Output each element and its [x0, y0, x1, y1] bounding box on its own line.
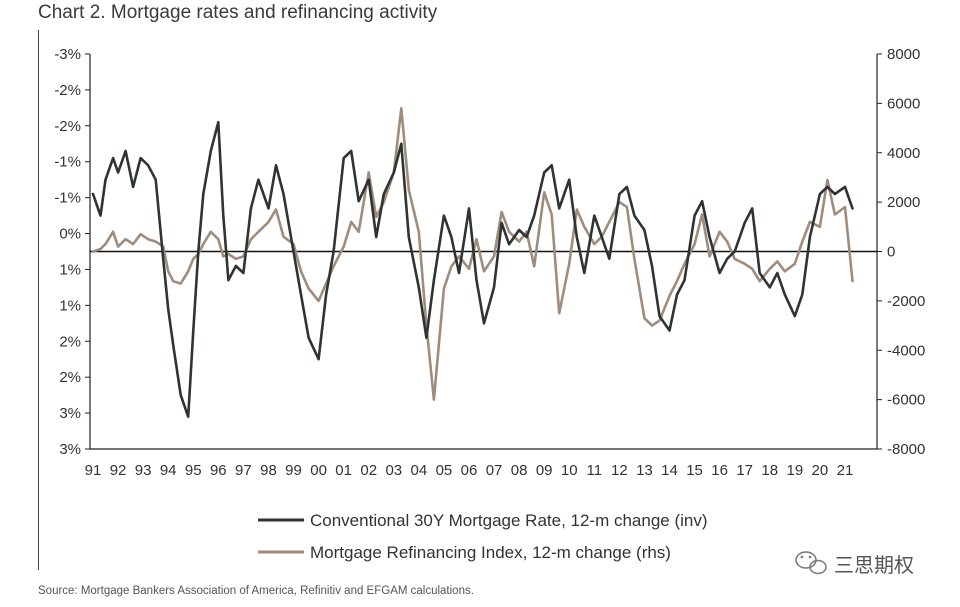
chart-canvas: -3% -2% -2% -1% -1% 0% 1% 1% 2% 2% 3% 3% 8000 6000 40…	[0, 0, 960, 607]
left-tick-label: 2%	[59, 333, 81, 350]
right-tick-label: 0	[887, 244, 895, 261]
left-tick-label: -3%	[54, 46, 81, 63]
plot-frame	[90, 54, 877, 449]
x-tick-label: 14	[661, 462, 678, 479]
left-tick-label: -2%	[54, 82, 81, 99]
right-tick-label: 8000	[887, 46, 920, 63]
x-tick-label: 15	[686, 462, 703, 479]
right-tick-label: -6000	[887, 392, 925, 409]
right-tick-label: -2000	[887, 293, 925, 310]
x-tick-label: 10	[561, 462, 578, 479]
left-tick-label: 2%	[59, 369, 81, 386]
x-tick-label: 92	[110, 462, 127, 479]
x-tick-label: 91	[85, 462, 102, 479]
x-tick-label: 08	[511, 462, 528, 479]
x-tick-label: 16	[711, 462, 728, 479]
x-tick-label: 11	[587, 462, 603, 479]
legend: Conventional 30Y Mortgage Rate, 12-m cha…	[258, 511, 708, 562]
right-tick-label: 6000	[887, 95, 920, 112]
legend-item-refinancing-index: Mortgage Refinancing Index, 12-m change …	[258, 543, 671, 562]
right-tick-label: -4000	[887, 342, 925, 359]
x-tick-label: 94	[160, 462, 177, 479]
left-tick-label: 1%	[59, 297, 81, 314]
series-layer	[93, 108, 853, 416]
x-tick-label: 02	[360, 462, 377, 479]
x-tick-label: 97	[235, 462, 252, 479]
x-tick-label: 93	[135, 462, 152, 479]
legend-item-mortgage-rate: Conventional 30Y Mortgage Rate, 12-m cha…	[258, 511, 708, 530]
x-tick-label: 01	[335, 462, 352, 479]
x-tick-label: 00	[310, 462, 327, 479]
x-tick-label: 18	[761, 462, 778, 479]
x-tick-label: 98	[260, 462, 277, 479]
x-tick-label: 04	[411, 462, 428, 479]
x-tick-label: 99	[285, 462, 302, 479]
right-tick-label: -8000	[887, 441, 925, 458]
x-tick-label: 03	[385, 462, 402, 479]
watermark-text: 三思期权	[834, 553, 914, 577]
left-tick-label: -1%	[54, 190, 81, 207]
x-tick-label: 95	[185, 462, 202, 479]
right-tick-label: 2000	[887, 194, 920, 211]
left-tick-label: 1%	[59, 261, 81, 278]
x-tick-label: 96	[210, 462, 227, 479]
watermark: 三思期权	[796, 552, 914, 577]
x-tick-label: 21	[837, 462, 854, 479]
x-tick-label: 12	[611, 462, 628, 479]
left-tick-label: 0%	[59, 226, 81, 243]
right-tick-label: 4000	[887, 145, 920, 162]
left-tick-label: 3%	[59, 405, 81, 422]
left-axis-ticks: -3% -2% -2% -1% -1% 0% 1% 1% 2% 2% 3% 3%	[54, 46, 90, 458]
left-tick-label: -2%	[54, 118, 81, 135]
x-tick-label: 19	[786, 462, 803, 479]
x-tick-label: 13	[636, 462, 653, 479]
source-note: Source: Mortgage Bankers Association of …	[38, 585, 474, 597]
x-tick-label: 20	[812, 462, 829, 479]
x-tick-label: 05	[436, 462, 453, 479]
x-tick-label: 17	[736, 462, 753, 479]
left-tick-label: 3%	[59, 441, 81, 458]
right-axis-ticks: 8000 6000 4000 2000 0 -2000 -4000 -6000 -8000	[877, 46, 925, 458]
x-tick-label: 07	[486, 462, 503, 479]
series-line-mortgage-rate	[93, 122, 853, 417]
wechat-icon	[796, 552, 826, 574]
legend-label: Conventional 30Y Mortgage Rate, 12-m cha…	[310, 511, 708, 530]
legend-label: Mortgage Refinancing Index, 12-m change …	[310, 543, 671, 562]
x-tick-label: 06	[461, 462, 478, 479]
x-tick-label: 09	[536, 462, 553, 479]
x-axis-ticks: 91 92 93 94 95 96 97 98 99 00 01 02 03 04 05 06 07 08 09 10…	[85, 462, 854, 479]
left-tick-label: -1%	[54, 154, 81, 171]
